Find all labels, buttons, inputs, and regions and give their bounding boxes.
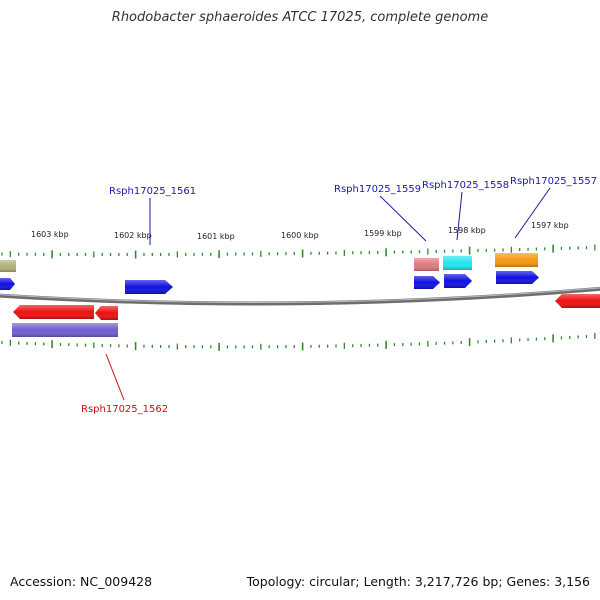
gene-label-1561[interactable]: Rsph17025_1561 (109, 186, 196, 197)
gene-1562-arrow[interactable] (13, 305, 94, 319)
gene-red-arrow-small[interactable] (95, 306, 118, 320)
leader-line-1558 (456, 191, 463, 241)
ruler-labels: 1603 kbp 1602 kbp 1601 kbp 1600 kbp 1599… (31, 221, 569, 241)
gene-label-1562[interactable]: Rsph17025_1562 (81, 404, 168, 415)
leader-line-1562 (105, 353, 125, 401)
genome-backbone (0, 286, 600, 306)
leader-lines (105, 187, 551, 401)
ruler-label-1603: 1603 kbp (31, 230, 69, 239)
gene-1558-cyan[interactable] (443, 256, 472, 270)
ruler-label-1597: 1597 kbp (531, 221, 569, 230)
gene-label-1557[interactable]: Rsph17025_1557 (510, 176, 597, 187)
leader-line-1557 (514, 187, 551, 239)
gene-olive[interactable] (0, 260, 16, 272)
gene-blue-arrow-1557[interactable] (496, 271, 539, 284)
ruler-label-1600: 1600 kbp (281, 231, 319, 240)
gene-red-arrow-right-edge[interactable] (555, 294, 600, 308)
genome-summary-text: Topology: circular; Length: 3,217,726 bp… (246, 574, 590, 589)
leader-line-1559 (379, 195, 427, 242)
genome-backbone-highlight (0, 287, 600, 304)
ruler-label-1599: 1599 kbp (364, 229, 402, 238)
gene-label-1559[interactable]: Rsph17025_1559 (334, 184, 421, 195)
ruler-label-1601: 1601 kbp (197, 232, 235, 241)
ruler-ticks-lower (1, 332, 596, 351)
ruler-ticks-upper (1, 244, 596, 259)
ruler-label-1598: 1598 kbp (448, 226, 486, 235)
gene-1557-orange[interactable] (495, 253, 538, 267)
gene-blue-arrow-1559[interactable] (414, 276, 440, 289)
gene-blue-arrow-1558[interactable] (444, 274, 472, 288)
ruler-label-1602: 1602 kbp (114, 231, 152, 240)
gene-label-1558[interactable]: Rsph17025_1558 (422, 180, 509, 191)
map-title: Rhodobacter sphaeroides ATCC 17025, comp… (111, 10, 489, 25)
gene-blue-arrow-left-edge[interactable] (0, 278, 15, 290)
gene-1559-pink[interactable] (414, 258, 439, 271)
gene-purple[interactable] (12, 323, 118, 337)
gene-1561-arrow[interactable] (125, 280, 173, 294)
accession-text: Accession: NC_009428 (10, 574, 153, 589)
